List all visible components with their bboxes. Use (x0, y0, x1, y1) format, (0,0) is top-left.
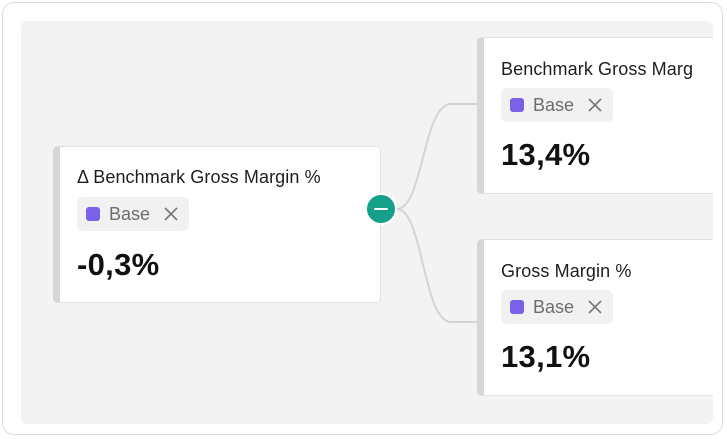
tag-color-swatch (86, 207, 100, 221)
widget-frame: Δ Benchmark Gross Margin % Base -0,3% Be… (2, 2, 723, 435)
close-icon[interactable] (588, 98, 602, 112)
node-value: 13,1% (501, 339, 591, 374)
scenario-tag: Base (501, 88, 613, 122)
node-title: Benchmark Gross Marg (501, 59, 694, 79)
node-value: -0,3% (77, 247, 160, 282)
scenario-tag: Base (77, 197, 189, 231)
connector-to-benchmark (396, 103, 479, 210)
node-title: Gross Margin % (501, 261, 632, 281)
scenario-tag: Base (501, 290, 613, 324)
tag-label: Base (109, 204, 151, 224)
tag-color-swatch (510, 98, 524, 112)
node-value: 13,4% (501, 137, 591, 172)
tag-color-swatch (510, 300, 524, 314)
close-icon[interactable] (588, 300, 602, 314)
close-icon[interactable] (164, 207, 178, 221)
root-node-card[interactable]: Δ Benchmark Gross Margin % Base -0,3% (53, 146, 381, 303)
tree-canvas: Δ Benchmark Gross Margin % Base -0,3% Be… (21, 21, 713, 424)
node-title: Δ Benchmark Gross Margin % (77, 167, 321, 187)
tag-label: Base (533, 297, 575, 317)
tag-label: Base (533, 95, 575, 115)
connector-to-gross-margin (396, 208, 479, 323)
collapse-button[interactable] (365, 193, 397, 225)
child-node-card[interactable]: Gross Margin % Base 13,1% (477, 239, 713, 396)
tree-connectors (396, 103, 479, 323)
minus-icon (374, 208, 388, 210)
child-node-card[interactable]: Benchmark Gross Marg Base 13,4% (477, 37, 713, 194)
